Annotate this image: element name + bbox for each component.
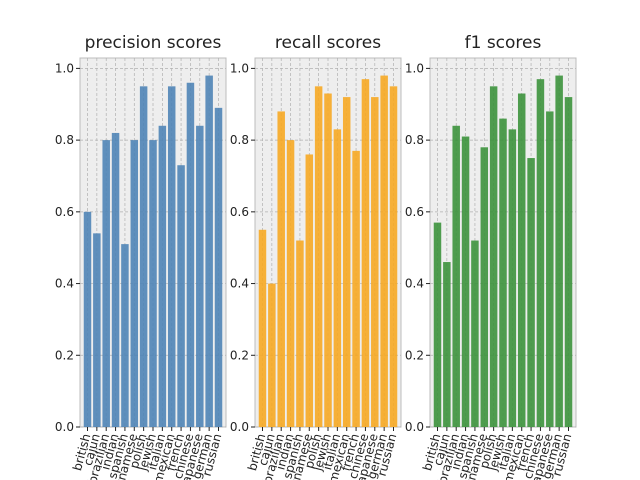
y-tick-label: 0.6 bbox=[230, 205, 249, 219]
bar bbox=[196, 125, 204, 427]
bar bbox=[296, 240, 304, 427]
y-tick-label: 0.2 bbox=[230, 348, 249, 362]
bar bbox=[268, 283, 276, 427]
bar bbox=[277, 111, 285, 427]
bar bbox=[499, 118, 507, 427]
bar bbox=[177, 165, 185, 428]
y-tick-label: 0.8 bbox=[405, 133, 424, 147]
bar bbox=[371, 97, 379, 427]
bar bbox=[508, 129, 517, 427]
bar bbox=[443, 262, 451, 427]
bar bbox=[555, 75, 563, 428]
bar bbox=[480, 147, 489, 427]
bar bbox=[111, 132, 120, 428]
subplot: recall scores0.00.20.40.60.81.0britishca… bbox=[230, 33, 402, 480]
bar bbox=[314, 86, 323, 428]
bar bbox=[352, 150, 360, 427]
bar bbox=[536, 79, 545, 427]
y-tick-label: 0.4 bbox=[55, 277, 74, 291]
y-tick-label: 0.8 bbox=[55, 133, 74, 147]
bar bbox=[324, 93, 332, 427]
y-tick-label: 0.0 bbox=[55, 420, 74, 434]
y-tick-label: 0.6 bbox=[405, 205, 424, 219]
subplot-title: recall scores bbox=[275, 33, 381, 53]
bar bbox=[186, 82, 195, 427]
y-tick-label: 1.0 bbox=[405, 61, 424, 75]
bar bbox=[546, 111, 554, 427]
bar bbox=[305, 154, 314, 427]
bar bbox=[489, 86, 498, 428]
subplot: f1 scores0.00.20.40.60.81.0britishcajunb… bbox=[405, 33, 577, 480]
bar bbox=[517, 93, 526, 427]
bar bbox=[452, 125, 460, 427]
bar bbox=[167, 86, 176, 428]
bar bbox=[564, 97, 573, 427]
y-tick-label: 0.6 bbox=[55, 205, 74, 219]
y-tick-label: 0.8 bbox=[230, 133, 249, 147]
y-tick-label: 1.0 bbox=[55, 61, 74, 75]
y-tick-label: 0.2 bbox=[55, 348, 74, 362]
bar bbox=[102, 140, 110, 427]
bar bbox=[389, 86, 398, 428]
bar bbox=[461, 136, 470, 428]
subplot-title: f1 scores bbox=[465, 33, 542, 53]
bar bbox=[214, 107, 223, 427]
y-tick-label: 1.0 bbox=[230, 61, 249, 75]
subplot: precision scores0.00.20.40.60.81.0britis… bbox=[55, 33, 227, 480]
bar bbox=[130, 140, 139, 427]
bar bbox=[205, 75, 213, 428]
subplot-title: precision scores bbox=[85, 33, 222, 53]
bar bbox=[527, 158, 535, 427]
bar bbox=[380, 75, 388, 428]
y-tick-label: 0.4 bbox=[230, 277, 249, 291]
bar bbox=[83, 211, 92, 427]
y-tick-label: 0.0 bbox=[405, 420, 424, 434]
y-tick-label: 0.2 bbox=[405, 348, 424, 362]
bar bbox=[333, 129, 342, 427]
bar bbox=[258, 229, 267, 427]
bar bbox=[433, 222, 442, 427]
bar bbox=[158, 125, 167, 427]
bar bbox=[93, 233, 101, 427]
bar bbox=[471, 240, 479, 427]
y-tick-label: 0.0 bbox=[230, 420, 249, 434]
bar bbox=[361, 79, 370, 427]
bar bbox=[149, 140, 157, 427]
bar bbox=[139, 86, 148, 428]
bar bbox=[286, 140, 295, 427]
bar bbox=[121, 244, 129, 427]
bar bbox=[342, 97, 351, 427]
y-tick-label: 0.4 bbox=[405, 277, 424, 291]
